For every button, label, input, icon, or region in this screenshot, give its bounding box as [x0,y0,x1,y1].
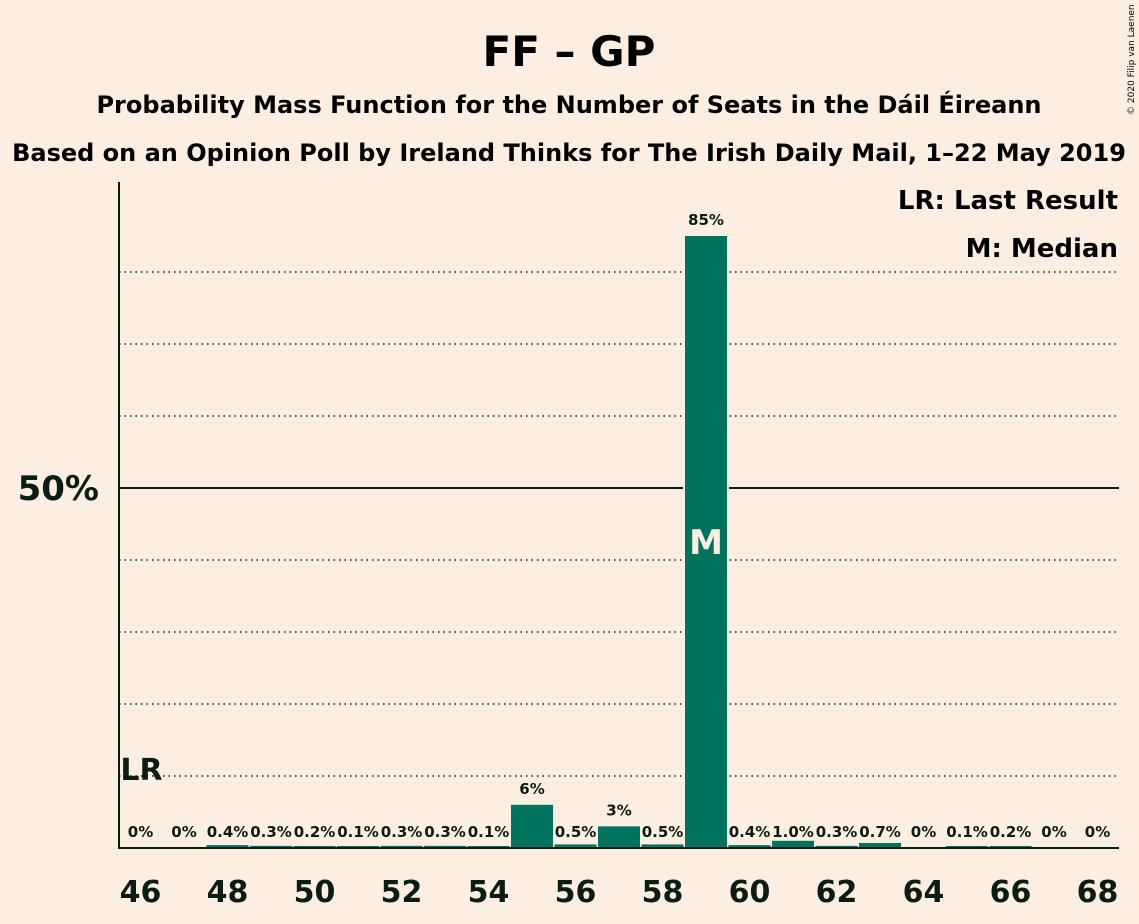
markers: M LR [120,523,723,788]
x-tick-68: 68 [1077,875,1119,910]
x-tick-54: 54 [468,875,510,910]
value-label-62: 0.3% [816,823,858,841]
grid-lines [119,271,1119,777]
legend-median: M: Median [966,234,1118,264]
bar-52 [380,845,423,848]
x-tick-56: 56 [555,875,597,910]
x-tick-66: 66 [990,875,1032,910]
value-label-58: 0.5% [642,823,684,841]
bar-63 [859,842,901,848]
x-tick-46: 46 [120,875,162,910]
value-labels: 0% 0% 0.4% 0.3% 0.2% 0.1% 0.3% 0.3% 0.1%6%0.5%3%… [128,211,1110,841]
y-tick-50: 50% [18,469,99,509]
chart-subtitle-1: Probability Mass Function for the Number… [96,90,1041,119]
bar-62 [815,845,858,848]
bars [206,236,1032,848]
chart-title: FF – GP [483,27,656,76]
bar-49 [250,845,292,848]
last-result-marker: LR [120,753,162,788]
x-tick-52: 52 [381,875,423,910]
median-marker: M [689,523,723,563]
x-tick-64: 64 [903,875,945,910]
value-label-55: 6% [519,780,544,798]
value-label-65: 0.1% [946,823,988,841]
bar-59 [685,236,727,848]
value-label-63: 0.7% [859,823,901,841]
value-label-68: 0% [1085,823,1110,841]
bar-60 [728,845,771,848]
value-label-57: 3% [606,801,631,819]
value-label-56: 0.5% [555,823,597,841]
value-label-51: 0.1% [337,823,379,841]
x-tick-58: 58 [642,875,684,910]
value-label-67: 0% [1041,823,1066,841]
x-tick-50: 50 [294,875,336,910]
value-label-54: 0.1% [468,823,510,841]
value-label-66: 0.2% [990,823,1032,841]
value-label-47: 0% [171,823,196,841]
value-label-46: 0% [128,823,153,841]
legend-last-result: LR: Last Result [898,186,1118,216]
value-label-50: 0.2% [294,823,336,841]
bar-57 [598,826,640,848]
value-label-61: 1.0% [772,823,814,841]
bar-58 [641,844,684,848]
value-label-48: 0.4% [207,823,249,841]
value-label-64: 0% [911,823,936,841]
copyright-text: © 2020 Filip van Laenen [1127,4,1137,115]
x-tick-48: 48 [207,875,249,910]
value-label-52: 0.3% [381,823,423,841]
bar-55 [511,804,553,848]
value-label-53: 0.3% [424,823,466,841]
chart-subtitle-2: Based on an Opinion Poll by Ireland Thin… [12,139,1126,167]
x-axis-ticks: 46 48 50 52 54 56 58 60 62 64 66 68 [120,875,1119,910]
bar-48 [206,845,249,848]
bar-56 [554,844,597,848]
bar-61 [772,840,814,848]
x-tick-60: 60 [729,875,771,910]
bar-53 [424,845,466,848]
x-tick-62: 62 [816,875,858,910]
value-label-49: 0.3% [250,823,292,841]
value-label-60: 0.4% [729,823,771,841]
y-axis-ticks: 50% [18,469,99,509]
value-label-59: 85% [688,211,724,229]
